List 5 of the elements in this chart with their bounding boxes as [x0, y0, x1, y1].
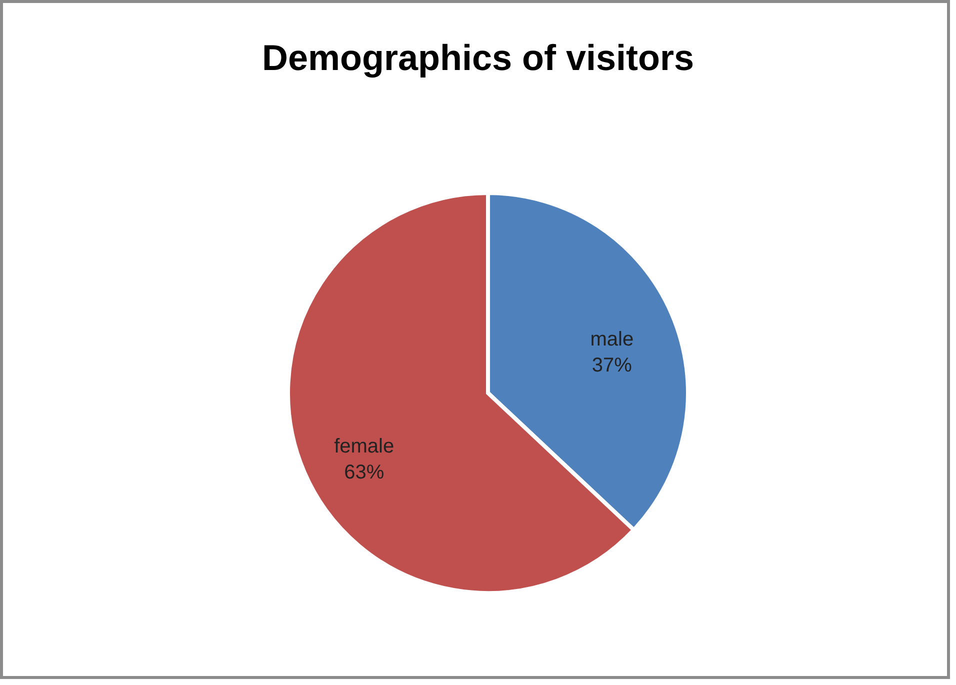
slice-label: male [590, 328, 634, 350]
chart-title: Demographics of visitors [262, 37, 694, 78]
data-label: 37% [592, 354, 632, 376]
slice-label: female [334, 436, 394, 458]
data-label: 63% [344, 462, 384, 484]
